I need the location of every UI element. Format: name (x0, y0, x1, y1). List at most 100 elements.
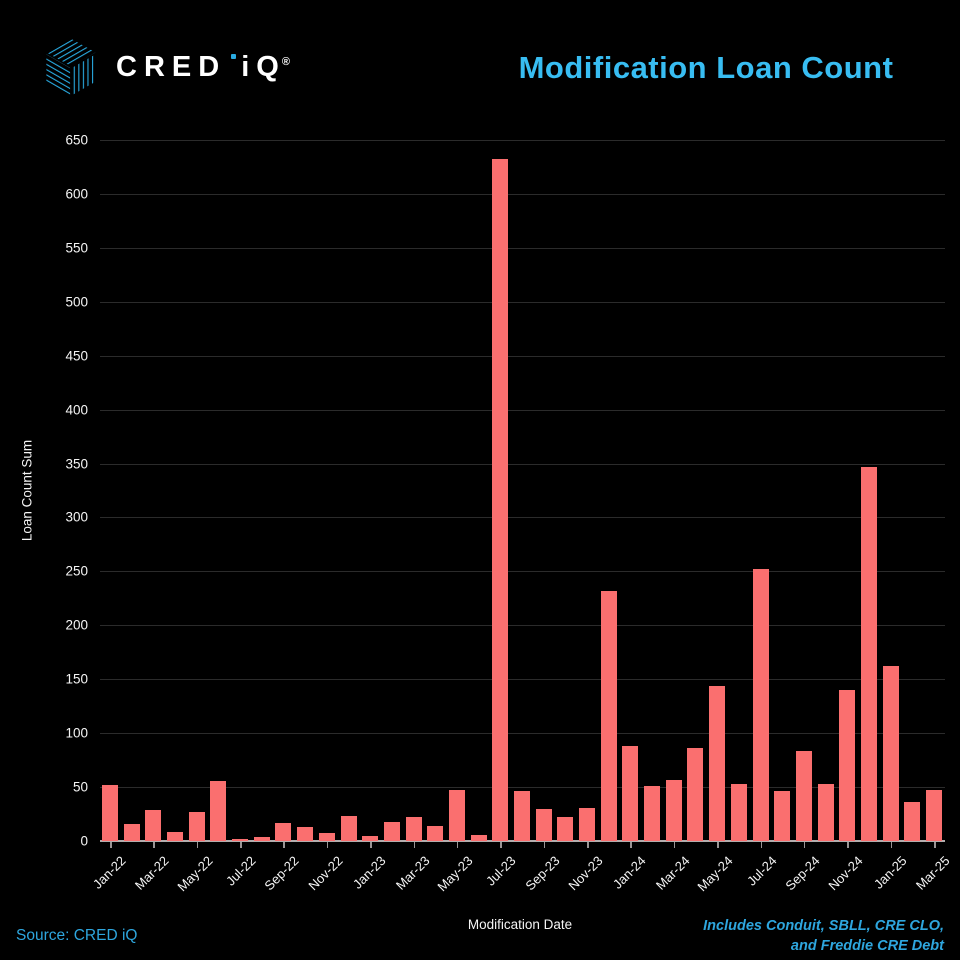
y-tick-label: 0 (80, 833, 88, 849)
x-tick-label: Jul-23 (483, 853, 519, 889)
x-tick (110, 842, 112, 848)
y-tick-label: 200 (65, 617, 88, 633)
bar-May-24 (709, 685, 726, 841)
bar-Mar-22 (145, 809, 162, 841)
bar-Mar-24 (665, 779, 682, 841)
inclusion-note: Includes Conduit, SBLL, CRE CLO, and Fre… (624, 916, 944, 956)
inclusion-note-line1: Includes Conduit, SBLL, CRE CLO, (703, 918, 944, 934)
gridline (100, 355, 945, 357)
inclusion-note-line2: and Freddie CRE Debt (790, 938, 944, 954)
bar-Apr-22 (167, 832, 184, 841)
bar-Apr-23 (427, 825, 444, 841)
bar-Nov-23 (579, 807, 596, 841)
gridline (100, 463, 945, 465)
x-tick (196, 842, 199, 848)
bar-Aug-22 (253, 836, 270, 841)
bar-Apr-24 (687, 748, 704, 841)
x-tick-label: Sep-24 (782, 853, 823, 894)
x-tick (543, 842, 546, 848)
y-tick-label: 150 (65, 671, 88, 687)
y-tick-label: 350 (65, 456, 88, 472)
x-tick (326, 842, 329, 848)
x-tick-label: Jul-24 (743, 853, 780, 889)
x-tick (890, 842, 893, 848)
y-tick-label: 400 (65, 402, 88, 418)
x-tick (803, 842, 806, 848)
bar-Nov-24 (839, 690, 856, 841)
brand-logo: CRED iQ® (38, 36, 290, 98)
i-dot-accent (230, 53, 236, 59)
gridline (100, 301, 945, 303)
bar-Jun-24 (730, 783, 747, 841)
x-tick (847, 842, 849, 848)
source-credit: Source: CRED iQ (16, 927, 138, 944)
x-tick-label: Jul-22 (223, 853, 259, 889)
bar-Feb-22 (123, 823, 140, 841)
bar-Oct-23 (557, 817, 574, 841)
x-tick-label: Nov-24 (825, 853, 866, 894)
bar-Oct-24 (817, 783, 834, 841)
x-tick-label: Nov-23 (565, 853, 606, 894)
page-title: Modification Loan Count (518, 50, 894, 85)
x-tick (153, 842, 155, 848)
x-tick-label: Mar-23 (392, 853, 433, 893)
x-tick (630, 842, 632, 848)
gridline (100, 409, 945, 411)
x-tick (717, 842, 719, 848)
gridline (100, 571, 945, 573)
x-tick (370, 842, 372, 848)
x-tick-label: May-24 (694, 853, 736, 895)
x-tick (283, 842, 285, 848)
x-tick-label: Mar-24 (652, 853, 693, 893)
x-tick-label: May-22 (174, 853, 216, 895)
gridline (100, 140, 945, 141)
bar-Sep-23 (535, 808, 552, 841)
registered-mark: ® (281, 55, 290, 68)
bar-Jan-22 (102, 784, 118, 841)
x-tick (673, 842, 676, 848)
y-tick-label: 650 (65, 132, 88, 148)
x-tick (587, 842, 589, 848)
bar-Feb-23 (383, 821, 400, 841)
x-tick-label: Nov-22 (305, 853, 346, 894)
bar-Dec-24 (860, 466, 877, 841)
y-tick-label: 100 (65, 725, 88, 741)
x-tick-label: Jan-25 (870, 853, 910, 892)
bar-Jan-23 (362, 835, 379, 841)
bar-Jul-24 (752, 569, 769, 841)
y-tick-label: 500 (65, 294, 88, 310)
x-axis-line (100, 840, 945, 842)
x-axis-title: Modification Date (467, 917, 573, 932)
gridline (100, 247, 945, 249)
y-tick-label: 550 (65, 240, 88, 256)
y-tick-label: 50 (72, 779, 88, 795)
bar-Jun-23 (470, 834, 487, 841)
bar-Sep-24 (795, 751, 812, 841)
x-tick-label: May-23 (434, 853, 476, 895)
bar-Mar-25 (926, 790, 942, 841)
x-tick (760, 842, 763, 848)
gridline (100, 679, 945, 681)
gridline (100, 625, 945, 627)
x-tick-label: Mar-25 (912, 853, 953, 893)
bar-Sep-22 (275, 822, 292, 841)
bar-Mar-23 (405, 817, 422, 841)
bar-May-23 (448, 790, 465, 841)
x-tick (500, 842, 502, 848)
x-tick-label: Sep-23 (522, 853, 563, 894)
y-tick-label: 450 (65, 348, 88, 364)
x-tick-label: Jan-22 (89, 853, 129, 892)
x-tick (240, 842, 242, 848)
gridline (100, 787, 945, 789)
gridline (100, 733, 945, 735)
y-tick-label: 600 (65, 186, 88, 202)
x-tick (934, 842, 936, 848)
x-tick (413, 842, 416, 848)
brand-word: CRED iQ (116, 50, 286, 83)
bar-Dec-23 (600, 590, 617, 841)
x-tick (456, 842, 459, 848)
y-tick-label: 250 (65, 563, 88, 579)
bar-Jul-23 (492, 159, 509, 841)
gridline (100, 193, 945, 195)
